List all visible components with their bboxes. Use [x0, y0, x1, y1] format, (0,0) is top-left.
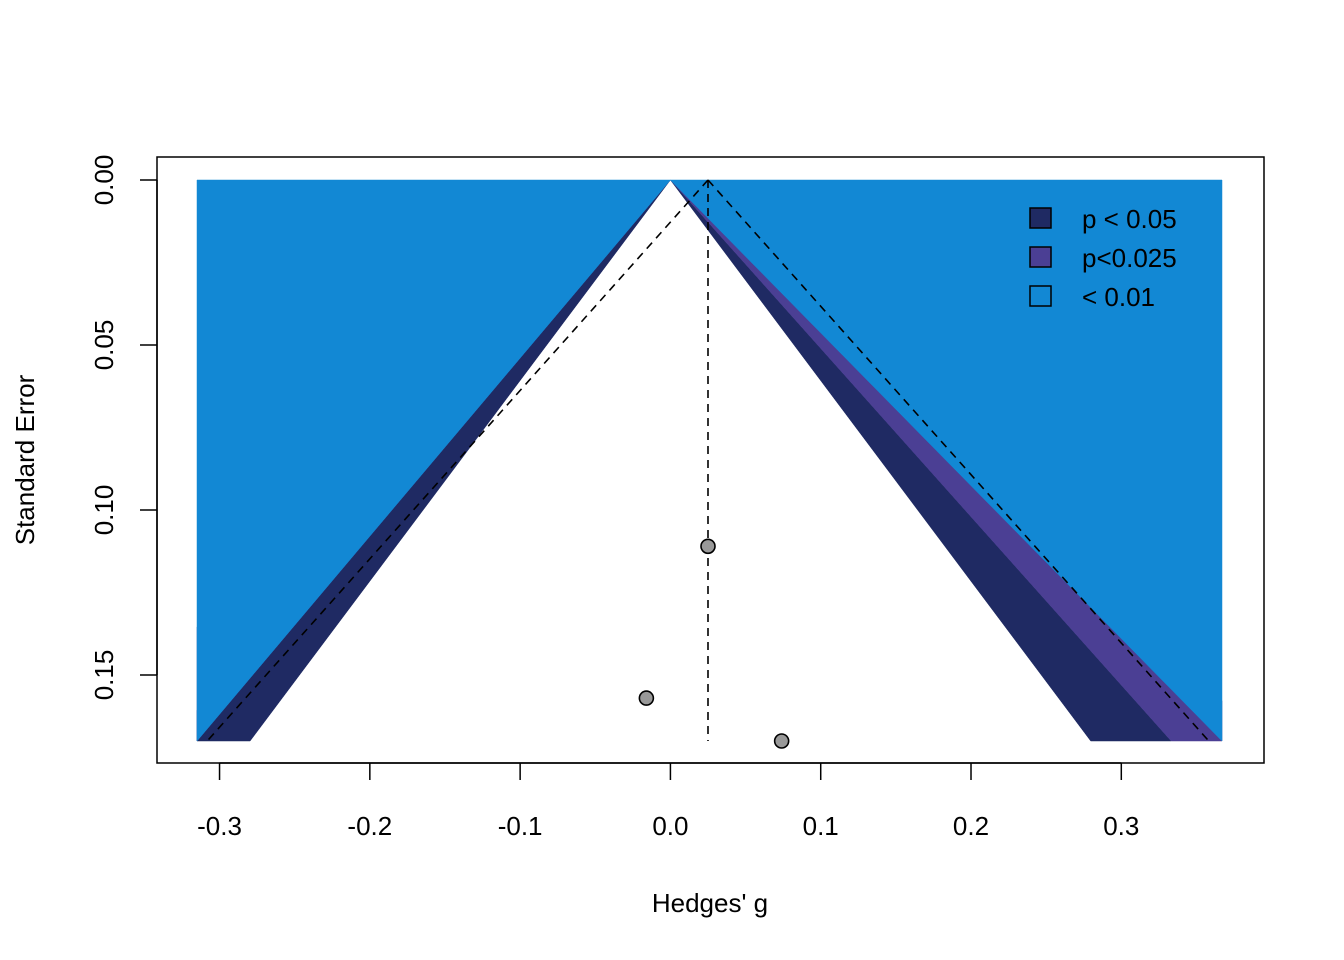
legend-label: < 0.01: [1082, 282, 1155, 312]
funnel-lines: [206, 179, 1210, 742]
x-axis-title: Hedges' g: [652, 888, 768, 918]
contour-regions: [196, 179, 1223, 742]
x-tick-label: 0.3: [1103, 811, 1139, 841]
data-point: [773, 733, 790, 749]
x-tick-label: 0.0: [652, 811, 688, 841]
x-axis: -0.3 -0.2 -0.1 0.0 0.1 0.2 0.3: [197, 762, 1139, 841]
y-tick-label: 0.05: [89, 320, 119, 371]
x-tick-label: 0.2: [953, 811, 989, 841]
legend-swatch: [1029, 207, 1052, 229]
legend-label: p<0.025: [1082, 243, 1177, 273]
contour-region-3-left: [196, 179, 671, 742]
legend-label: p < 0.05: [1082, 204, 1177, 234]
contour-region-3-right: [669, 179, 1223, 742]
y-tick-label: 0.15: [89, 650, 119, 701]
x-tick-label: -0.1: [498, 811, 543, 841]
legend-swatch: [1029, 246, 1052, 268]
x-tick-label: -0.2: [347, 811, 392, 841]
data-point: [638, 690, 655, 706]
legend: p < 0.05 p<0.025 < 0.01: [1029, 204, 1177, 312]
legend-swatch: [1029, 285, 1052, 307]
x-tick-label: 0.1: [803, 811, 839, 841]
y-axis: 0.00 0.05 0.10 0.15: [89, 155, 158, 701]
x-tick-label: -0.3: [197, 811, 242, 841]
y-axis-title: Standard Error: [10, 374, 40, 545]
data-point: [700, 538, 716, 555]
y-tick-label: 0.10: [89, 485, 119, 536]
y-tick-label: 0.00: [89, 155, 119, 206]
study-points: [638, 538, 790, 749]
